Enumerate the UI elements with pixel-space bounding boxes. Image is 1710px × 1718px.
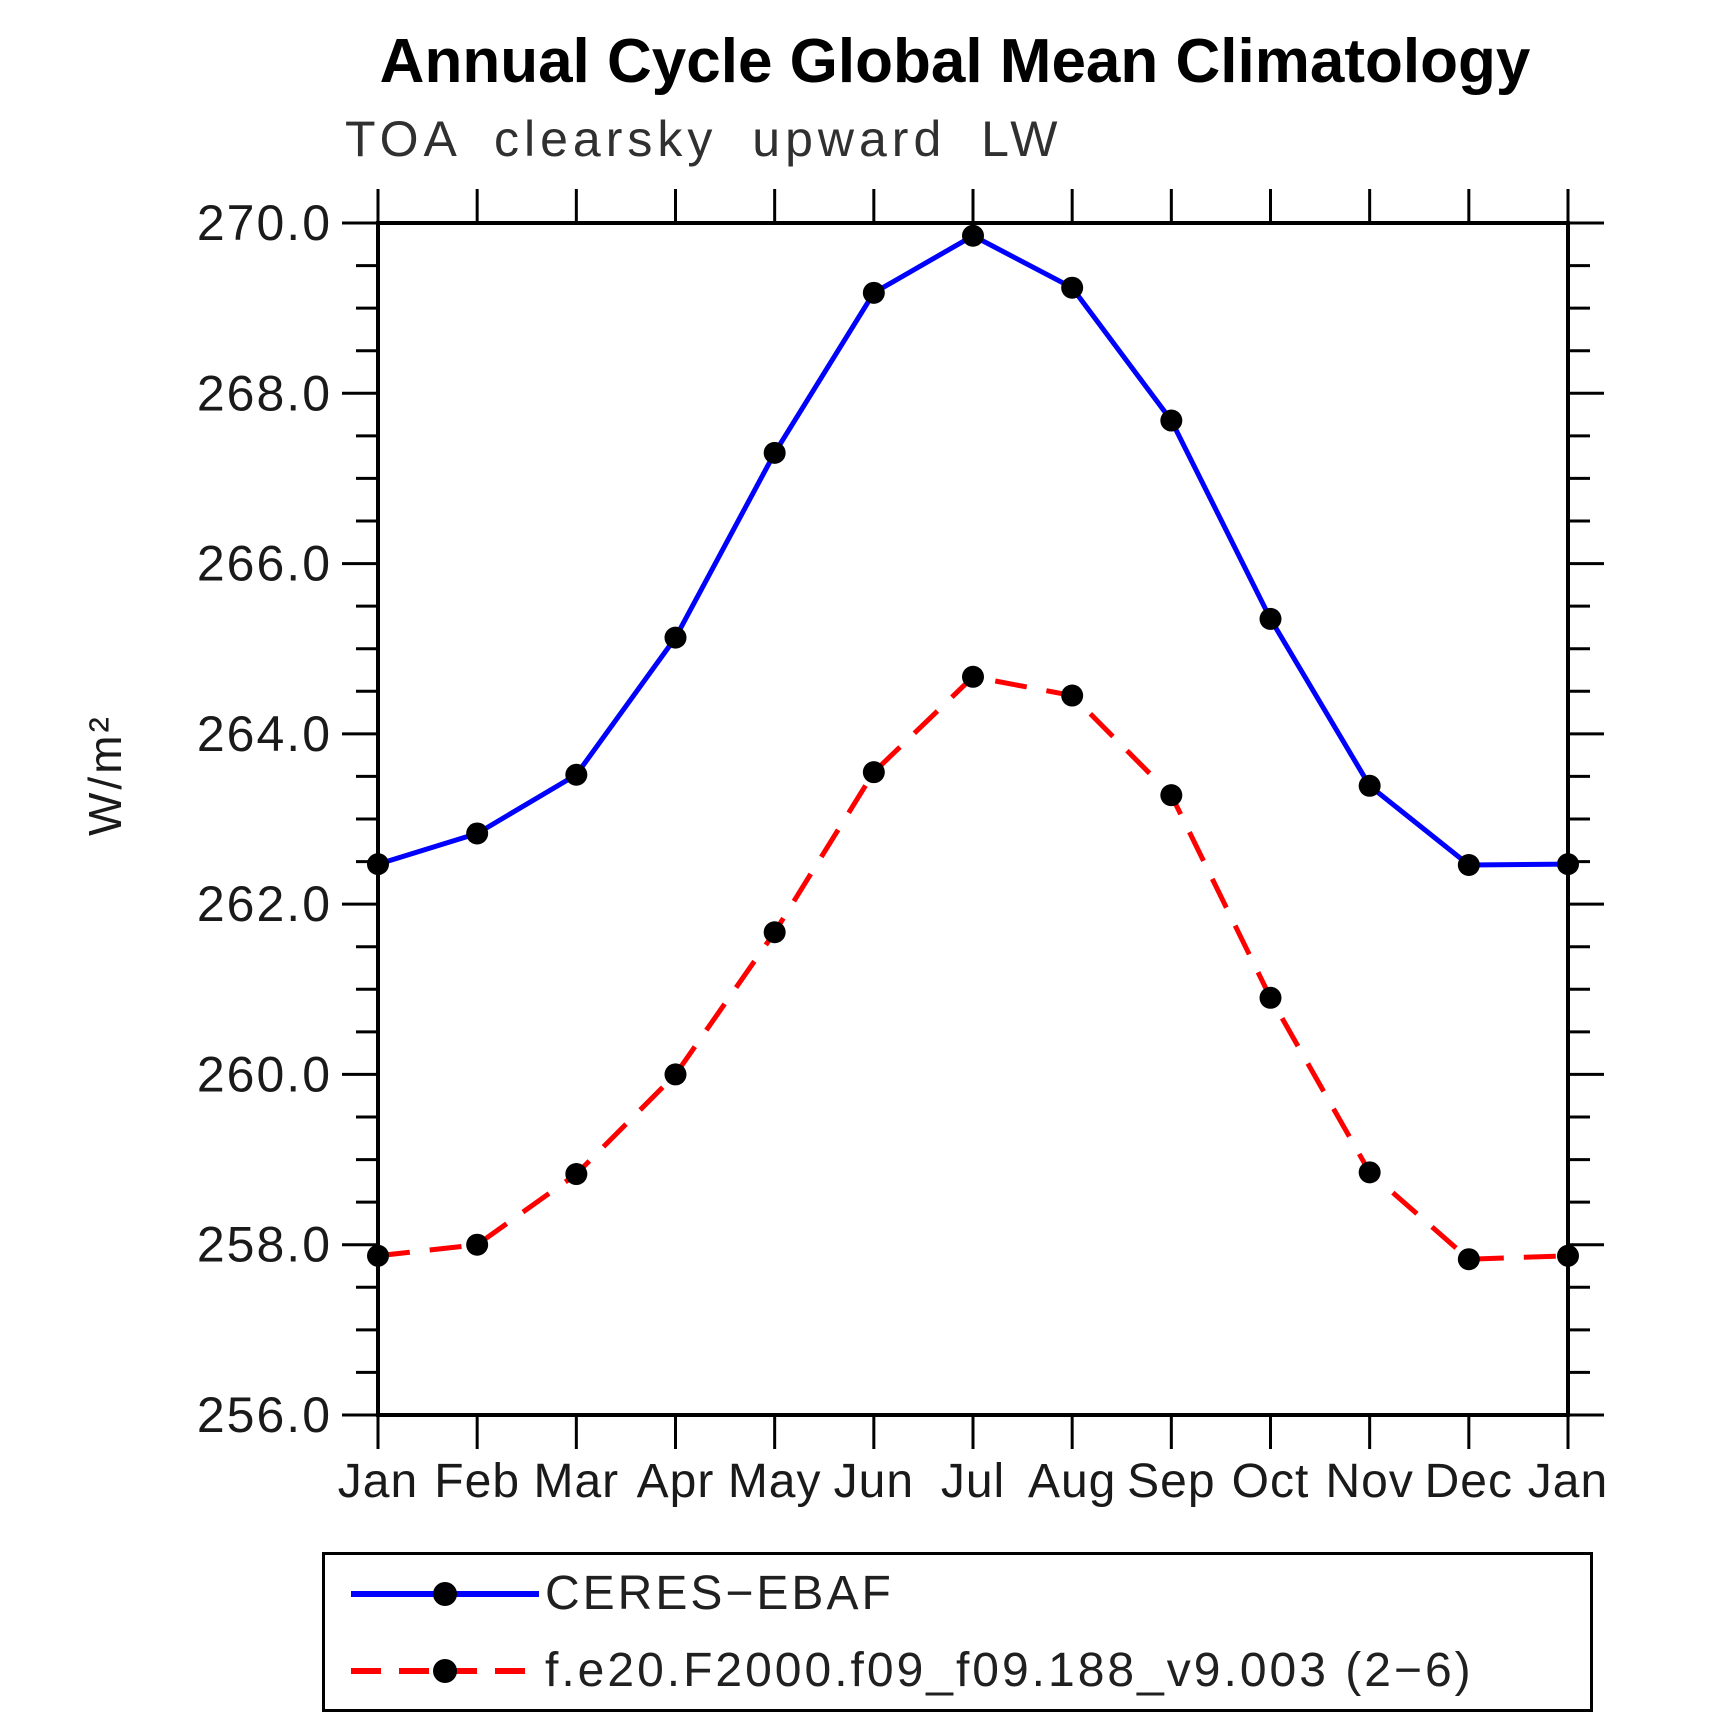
legend-swatch-solid-line: [351, 1581, 539, 1606]
x-axis-month-label: Sep: [1127, 1455, 1215, 1508]
data-point-model: [1160, 784, 1183, 807]
x-axis-month-label: Mar: [533, 1455, 619, 1508]
x-axis-month-label: Aug: [1028, 1455, 1116, 1508]
data-point-model: [565, 1163, 588, 1186]
data-point-model: [664, 1063, 687, 1086]
data-point-ceres-ebaf: [1259, 607, 1282, 630]
y-axis-tick-label: 270.0: [197, 195, 332, 251]
legend-entry-model: f.e20.F2000.f09_f09.188_v9.003 (2−6): [351, 1639, 1590, 1703]
x-axis-month-label: Jul: [941, 1455, 1005, 1508]
data-point-ceres-ebaf: [1457, 853, 1480, 876]
data-point-model: [1259, 986, 1282, 1009]
data-point-model: [1457, 1248, 1480, 1271]
data-point-ceres-ebaf: [1061, 276, 1084, 299]
x-axis-month-label: Nov: [1325, 1455, 1413, 1508]
legend-entry-ceres-ebaf: CERES−EBAF: [351, 1562, 1590, 1626]
series-line-ceres-ebaf: [377, 233, 1569, 868]
y-axis-tick-label: 268.0: [197, 365, 332, 421]
data-point-ceres-ebaf: [1557, 853, 1579, 876]
y-axis-tick-label: 258.0: [197, 1217, 332, 1273]
data-point-ceres-ebaf: [962, 224, 984, 247]
y-axis-tick-label: 266.0: [197, 536, 332, 592]
legend-label-model: f.e20.F2000.f09_f09.188_v9.003 (2−6): [545, 1644, 1474, 1697]
data-point-ceres-ebaf: [664, 626, 687, 649]
x-axis-month-label: Oct: [1232, 1455, 1310, 1508]
plot-frame: [376, 221, 1570, 1417]
chart-title: Annual Cycle Global Mean Climatology: [379, 27, 1531, 96]
data-point-ceres-ebaf: [1358, 774, 1381, 797]
legend-label-ceres-ebaf: CERES−EBAF: [545, 1567, 894, 1620]
x-axis-month-label: Dec: [1425, 1455, 1513, 1508]
x-axis-month-label: Jun: [834, 1455, 914, 1508]
data-point-ceres-ebaf: [763, 441, 786, 464]
data-point-model: [1061, 684, 1084, 707]
data-point-model: [862, 761, 885, 784]
legend-box: CERES−EBAF f.e20.F2000.f09_f09.188_v9.00…: [322, 1552, 1593, 1712]
legend-marker-dot: [433, 1658, 457, 1683]
plot-area: 256.0 258.0 260.0 262.0 264.0 266.0 268.0 270.0…: [197, 189, 1608, 1508]
legend-swatch-dashed-line: [351, 1658, 539, 1683]
data-point-ceres-ebaf: [466, 822, 489, 845]
data-point-model: [962, 665, 984, 688]
y-axis-tick-label: 256.0: [197, 1387, 332, 1443]
data-point-model: [763, 921, 786, 944]
x-axis-month-label: Jan: [1528, 1455, 1608, 1508]
data-point-model: [1358, 1161, 1381, 1184]
x-axis-month-label: Jan: [338, 1455, 418, 1508]
data-point-model: [1557, 1244, 1579, 1267]
y-axis-tick-label: 262.0: [197, 876, 332, 932]
y-axis-tick-label: 260.0: [197, 1046, 332, 1102]
x-axis-month-label: Apr: [637, 1455, 715, 1508]
data-point-ceres-ebaf: [367, 853, 389, 876]
data-point-model: [466, 1233, 489, 1256]
series-line-model: [377, 674, 1569, 1262]
y-axis-tick-label: 264.0: [197, 706, 332, 762]
x-axis-month-label: May: [728, 1455, 822, 1508]
chart-subtitle: TOA clearsky upward LW: [345, 111, 1063, 167]
data-point-ceres-ebaf: [565, 763, 588, 786]
legend-marker-dot: [433, 1581, 457, 1606]
data-point-ceres-ebaf: [1160, 409, 1183, 432]
data-point-model: [367, 1244, 389, 1267]
data-point-ceres-ebaf: [862, 281, 885, 304]
x-axis-month-label: Feb: [434, 1455, 520, 1508]
